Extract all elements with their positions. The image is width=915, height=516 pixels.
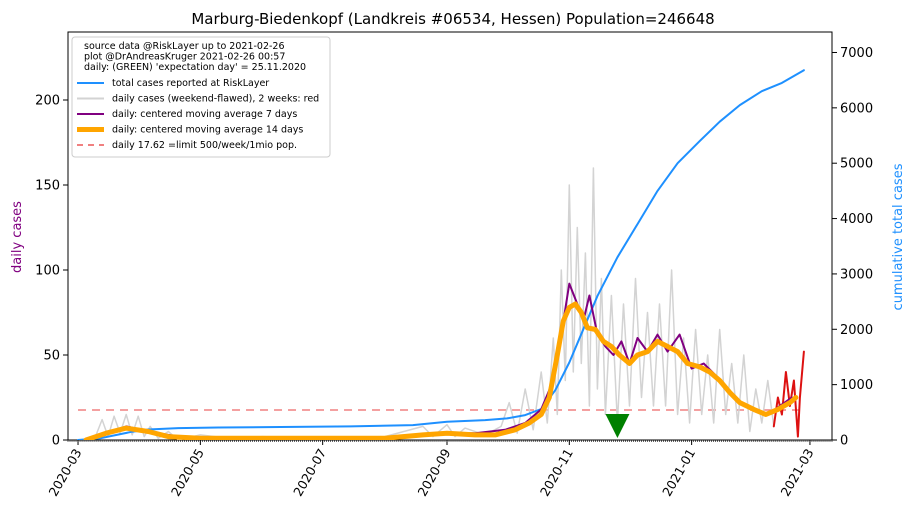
- x-tick-label: 2020-09: [414, 446, 453, 499]
- y-axis-label-right: cumulative total cases: [891, 163, 906, 310]
- y-right-tick-label: 0: [840, 434, 848, 449]
- legend-header-line: plot @DrAndreasKruger 2021-02-26 00:57: [84, 52, 285, 63]
- series-ma14: [83, 301, 799, 440]
- legend-entry-label: daily: centered moving average 7 days: [112, 109, 297, 120]
- y-right-tick-label: 3000: [840, 267, 873, 282]
- legend-entry-label: daily: centered moving average 14 days: [112, 125, 303, 136]
- y-right-tick-label: 4000: [840, 212, 873, 227]
- legend-header-line: daily: (GREEN) 'expectation day' = 25.11…: [84, 62, 306, 73]
- y-right-tick-label: 2000: [840, 323, 873, 338]
- y-left-tick-label: 200: [35, 94, 60, 109]
- x-tick-label: 2020-05: [168, 446, 207, 499]
- y-right-tick-label: 6000: [840, 101, 873, 116]
- x-tick-label: 2020-03: [46, 446, 85, 499]
- series-daily-recent: [772, 350, 805, 438]
- chart-title: Marburg-Biedenkopf (Landkreis #06534, He…: [191, 10, 714, 28]
- series-layer: [77, 69, 805, 440]
- legend-entry-label: daily cases (weekend-flawed), 2 weeks: r…: [112, 94, 319, 105]
- y-left-tick-label: 150: [35, 179, 60, 194]
- legend: source data @RiskLayer up to 2021-02-26p…: [71, 36, 331, 158]
- legend-entry-label: total cases reported at RiskLayer: [112, 78, 269, 89]
- series-daily-cases: [85, 167, 775, 440]
- y-axis-label-left: daily cases: [10, 201, 25, 273]
- plot-frame: [67, 31, 833, 441]
- legend-header-line: source data @RiskLayer up to 2021-02-26: [84, 41, 285, 52]
- y-right-tick-label: 5000: [840, 157, 873, 172]
- x-tick-label: 2020-11: [537, 446, 576, 499]
- legend-box: [71, 36, 331, 158]
- y-left-tick-label: 0: [52, 434, 60, 449]
- expectation-day-marker: [605, 414, 630, 438]
- y-right-tick-label: 1000: [840, 378, 873, 393]
- x-tick-label: 2021-01: [659, 446, 698, 499]
- x-tick-label: 2021-03: [777, 446, 816, 499]
- y-left-tick-label: 100: [35, 264, 60, 279]
- y-left-tick-label: 50: [43, 349, 60, 364]
- legend-entry-label: daily 17.62 =limit 500/week/1mio pop.: [112, 140, 297, 151]
- x-tick-label: 2020-07: [290, 446, 329, 499]
- y-right-tick-label: 7000: [840, 46, 873, 61]
